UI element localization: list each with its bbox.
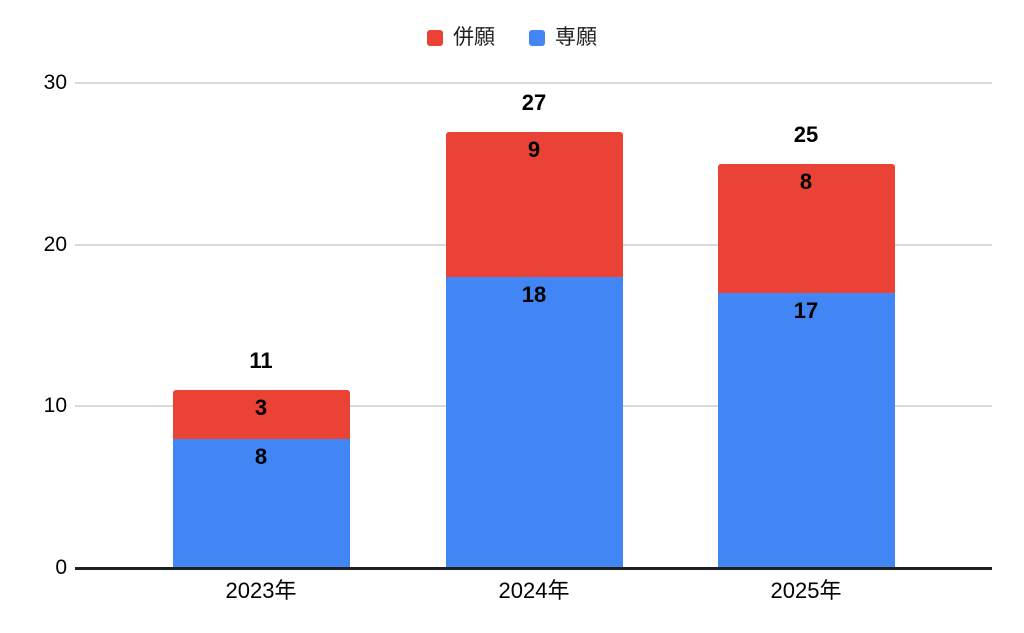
chart-legend: 併願 専願	[0, 27, 1024, 49]
bar-total-label: 11	[249, 348, 273, 374]
x-axis-tick-label: 2023年	[225, 578, 297, 603]
x-axis-line	[75, 566, 992, 570]
legend-item-label: 専願	[555, 26, 597, 49]
bar-value-label: 8	[799, 168, 813, 194]
legend-item-label: 併願	[453, 26, 495, 49]
legend-item-1[interactable]: 専願	[529, 27, 597, 49]
y-axis-tick-label: 0	[55, 556, 67, 579]
bar-value-label: 8	[254, 443, 268, 469]
legend-item-0[interactable]: 併願	[427, 27, 495, 49]
gridline-30	[75, 82, 992, 84]
x-axis-tick-label: 2025年	[770, 578, 842, 603]
bar-value-label: 17	[793, 298, 819, 324]
bar-segment-専願-2023年[interactable]: 8	[172, 438, 350, 568]
blue-square-icon	[529, 30, 545, 46]
y-axis-tick-label: 30	[43, 71, 67, 94]
y-axis-tick-label: 10	[43, 394, 67, 418]
bar-value-label: 18	[521, 282, 547, 307]
bar-total-label: 27	[521, 89, 547, 115]
bar-segment-併願-2023年[interactable]: 3	[172, 390, 350, 439]
bar-segment-専願-2025年[interactable]: 17	[717, 293, 895, 568]
bar-total-label: 25	[793, 121, 819, 147]
bar-segment-併願-2024年[interactable]: 9	[445, 131, 623, 277]
bar-segment-専願-2024年[interactable]: 18	[445, 277, 623, 568]
bar-value-label: 9	[527, 136, 541, 162]
red-square-icon	[427, 30, 443, 46]
y-axis-tick-label: 20	[43, 232, 67, 256]
bar-value-label: 3	[254, 395, 268, 421]
bar-segment-併願-2025年[interactable]: 8	[717, 163, 895, 294]
x-axis-tick-label: 2024年	[498, 578, 570, 603]
